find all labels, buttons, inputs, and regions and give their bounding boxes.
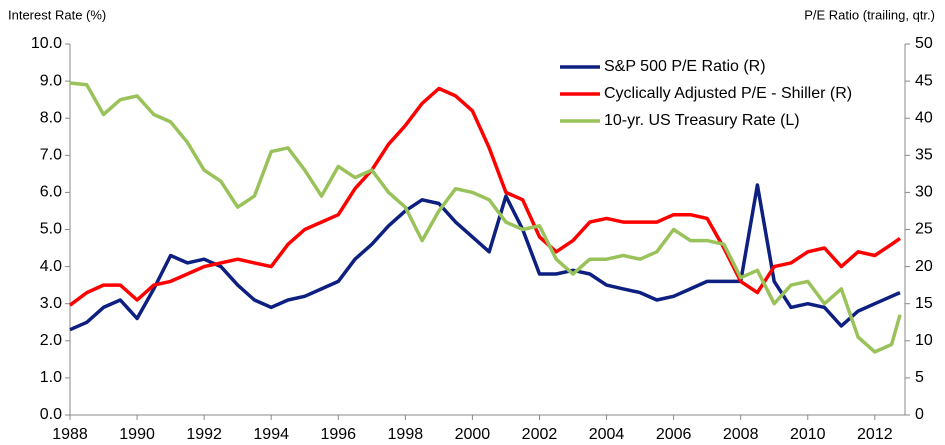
y-tick-label: 7.0: [40, 147, 62, 164]
y2-tick-label: 25: [915, 221, 933, 238]
x-tick-label: 1988: [52, 426, 88, 443]
y-tick-label: 4.0: [40, 258, 62, 275]
x-tick-label: 2002: [522, 426, 558, 443]
y-tick-label: 3.0: [40, 295, 62, 312]
x-tick-label: 1992: [186, 426, 222, 443]
y-tick-label: 6.0: [40, 184, 62, 201]
series-line: [69, 183, 901, 332]
y-tick-label: 0.0: [40, 406, 62, 423]
y-tick-label: 8.0: [40, 109, 62, 126]
series-line: [68, 86, 902, 307]
y2-tick-label: 5: [915, 369, 924, 386]
legend-label: 10-yr. US Treasury Rate (L): [604, 112, 800, 129]
y2-axis-label: P/E Ratio (trailing, qtr.): [804, 7, 935, 22]
y-tick-label: 2.0: [40, 332, 62, 349]
y2-tick-label: 45: [915, 72, 933, 89]
x-tick-label: 2004: [589, 426, 625, 443]
x-tick-label: 2008: [723, 426, 759, 443]
y2-tick-label: 10: [915, 332, 933, 349]
x-tick-label: 1990: [119, 426, 155, 443]
y2-tick-label: 15: [915, 295, 933, 312]
y-tick-label: 1.0: [40, 369, 62, 386]
x-tick-label: 1996: [320, 426, 356, 443]
y2-tick-label: 0: [915, 406, 924, 423]
x-tick-label: 2000: [455, 426, 491, 443]
legend-label: Cyclically Adjusted P/E - Shiller (R): [604, 85, 852, 102]
x-tick-label: 2006: [656, 426, 692, 443]
y2-tick-label: 35: [915, 147, 933, 164]
y-tick-label: 10.0: [31, 35, 62, 52]
y-tick-label: 5.0: [40, 221, 62, 238]
series-line: [69, 81, 902, 354]
y2-tick-label: 20: [915, 258, 933, 275]
y2-tick-label: 30: [915, 184, 933, 201]
legend-label: S&P 500 P/E Ratio (R): [604, 58, 766, 75]
y-tick-label: 9.0: [40, 72, 62, 89]
x-tick-label: 1998: [388, 426, 424, 443]
x-tick-label: 2012: [857, 426, 893, 443]
y-axis-label: Interest Rate (%): [8, 7, 106, 22]
x-tick-label: 1994: [253, 426, 289, 443]
y2-tick-label: 40: [915, 109, 933, 126]
y2-tick-label: 50: [915, 35, 933, 52]
x-tick-label: 2010: [790, 426, 826, 443]
